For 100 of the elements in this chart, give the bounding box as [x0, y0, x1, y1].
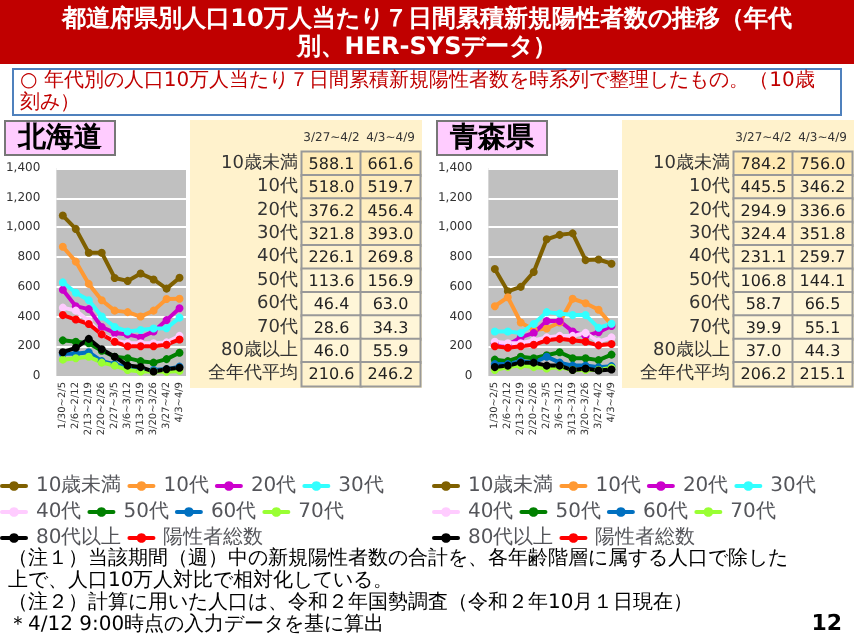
legend-label: 50代: [123, 501, 169, 523]
y-tick-label: 10歳未満: [653, 151, 730, 174]
point: [58, 211, 67, 220]
data-label: 156.9: [367, 271, 414, 290]
data-label: 106.8: [740, 271, 787, 290]
data-label: 144.1: [799, 271, 846, 290]
y-tick-label: 80歳以上: [653, 338, 730, 361]
data-label: 55.1: [804, 318, 841, 337]
point: [149, 358, 158, 367]
point: [97, 322, 106, 331]
data-label: 55.9: [372, 341, 409, 360]
legend-label: 30代: [338, 475, 384, 497]
point: [568, 336, 577, 345]
legend-label: 70代: [730, 501, 776, 523]
point: [97, 312, 106, 321]
point: [542, 235, 551, 244]
point: [71, 315, 80, 324]
point: [175, 304, 184, 313]
point: [490, 265, 499, 274]
legend-label: 10歳未満: [36, 473, 122, 497]
point: [490, 302, 499, 311]
data-label: 445.5: [740, 178, 787, 197]
data-label: 336.6: [799, 201, 846, 220]
y-tick-label: 10歳未満: [221, 151, 298, 174]
point: [175, 294, 184, 303]
data-label: 58.7: [745, 295, 782, 314]
point: [84, 305, 93, 314]
y-tick-label: 40代: [689, 245, 730, 268]
text: （注１）当該期間（週）中の新規陽性者数の合計を、各年齢階層に属する人口で除した上で、人口10万人対比で相対化している。: [6, 548, 790, 592]
point: [581, 299, 590, 308]
point: [110, 306, 119, 315]
data-label: 246.2: [367, 365, 414, 384]
y-tick-label: 30代: [257, 221, 298, 244]
point: [58, 242, 67, 251]
point: [542, 308, 551, 317]
legend-label: 40代: [468, 501, 514, 523]
point: [175, 313, 184, 322]
point: [607, 350, 616, 359]
point: [555, 309, 564, 318]
point: [58, 303, 67, 312]
point: [594, 356, 603, 365]
legend-label: 陽性者総数: [163, 525, 264, 549]
point: [162, 295, 171, 304]
point: [581, 311, 590, 320]
data-label: 393.0: [367, 224, 414, 243]
point: [97, 296, 106, 305]
point: [568, 354, 577, 363]
point: [97, 248, 106, 257]
point: [162, 355, 171, 364]
data-label: 756.0: [799, 154, 846, 173]
y-tick-label: 60代: [689, 292, 730, 315]
y-tick-label: 全年代平均: [208, 362, 298, 385]
y-tick-label: 30代: [689, 221, 730, 244]
legend-label: 10代: [163, 475, 209, 497]
y-tick-label: 50代: [689, 268, 730, 291]
point: [529, 320, 538, 328]
legend-label: 10歳未満: [468, 473, 554, 497]
data-label: 46.4: [313, 295, 350, 314]
data-label: 661.6: [367, 154, 414, 173]
point: [84, 248, 93, 257]
data-label: 44.3: [804, 341, 841, 360]
point: [84, 296, 93, 305]
y-tick-label: 10代: [257, 175, 298, 198]
data-label: 226.1: [308, 248, 355, 267]
point: [594, 255, 603, 264]
point: [175, 273, 184, 282]
legend-label: 80代以上: [36, 525, 122, 549]
data-label: 28.6: [313, 318, 350, 337]
point: [581, 354, 590, 363]
point: [58, 278, 67, 287]
point: [110, 273, 119, 282]
data-label: 206.2: [740, 365, 787, 384]
data-label: 351.8: [799, 224, 846, 243]
data-label: 269.8: [367, 248, 414, 267]
y-tick-label: 10代: [689, 175, 730, 198]
point: [71, 288, 80, 297]
y-tick-label: 全年代平均: [640, 362, 730, 385]
point: [581, 337, 590, 346]
point: [162, 324, 171, 333]
point: [516, 282, 525, 291]
data-label: 34.3: [372, 318, 409, 337]
chart-title: 青森県: [436, 120, 548, 156]
point: [58, 336, 67, 345]
data-label: 259.7: [799, 248, 846, 267]
line-series: [58, 211, 184, 293]
data-label: 66.5: [804, 295, 841, 314]
point: [84, 279, 93, 288]
data-label: 39.9: [745, 318, 782, 337]
point: [71, 354, 80, 363]
data-label: 784.2: [740, 154, 787, 173]
y-tick-label: 80歳以上: [221, 338, 298, 361]
y-tick-label: 50代: [257, 268, 298, 291]
data-label: 63.0: [372, 295, 409, 314]
legend-label: 10代: [595, 475, 641, 497]
point: [503, 327, 512, 336]
data-label: 231.1: [740, 248, 787, 267]
legend-label: 50代: [555, 501, 601, 523]
point: [84, 334, 93, 343]
point: [555, 230, 564, 239]
y-tick-label: 40代: [257, 245, 298, 268]
